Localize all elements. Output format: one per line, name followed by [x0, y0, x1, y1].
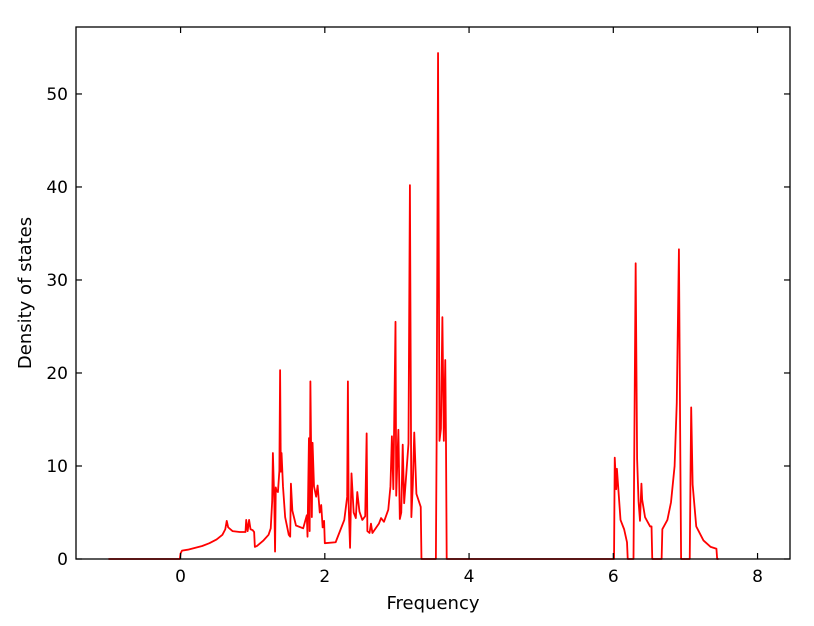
y-tick-label: 10: [46, 457, 68, 477]
x-tick-label: 8: [752, 567, 763, 587]
plot-frame: [75, 26, 791, 560]
y-tick-label: 20: [46, 364, 68, 384]
y-axis-label: Density of states: [15, 217, 36, 369]
x-tick-label: 2: [319, 567, 330, 587]
x-tick-label: 0: [175, 567, 186, 587]
x-tick-label: 4: [464, 567, 475, 587]
series-line-0: [108, 52, 719, 560]
y-tick-label: 50: [46, 85, 68, 105]
y-tick-label: 0: [57, 550, 68, 570]
x-axis-label: Frequency: [387, 593, 480, 614]
plot-layer: [108, 52, 719, 560]
y-tick-label: 40: [46, 178, 68, 198]
ticks-layer: 0 2 4 6 8 0 10 20 30 40 50: [46, 27, 790, 587]
y-tick-label: 30: [46, 271, 68, 291]
x-tick-label: 6: [608, 567, 619, 587]
